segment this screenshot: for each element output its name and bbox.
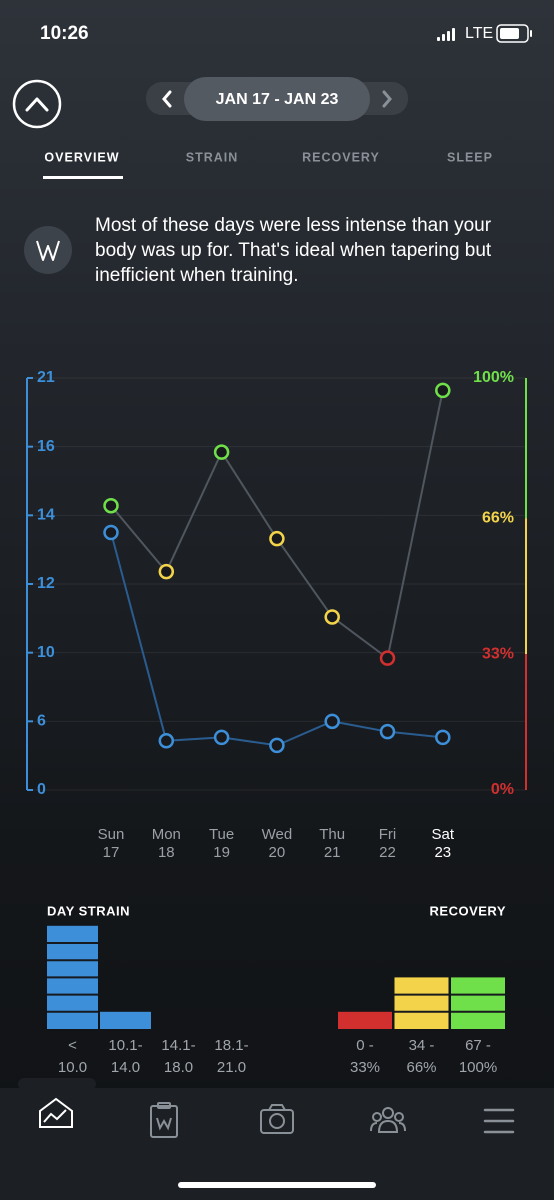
bin-label: 10.0 (58, 1059, 87, 1076)
data-point (158, 733, 175, 749)
bin-label: 21.0 (217, 1059, 246, 1076)
histogram-title: RECOVERY (430, 903, 506, 918)
y2-tick-label: 100% (473, 369, 514, 386)
status-time: 10:26 (40, 23, 89, 44)
data-point (103, 497, 119, 514)
bar (394, 977, 449, 1029)
y2-tick-label: 66% (482, 509, 514, 526)
x-tick-date: 18 (158, 844, 175, 861)
bar (451, 977, 505, 1029)
signal-icon (437, 28, 455, 41)
x-tick-day: Tue (209, 826, 234, 843)
data-point (269, 737, 285, 754)
x-tick-date: 17 (103, 844, 120, 861)
bin-label: 66% (406, 1059, 436, 1076)
x-tick-date: 20 (269, 844, 286, 861)
prev-week-button[interactable] (162, 90, 172, 108)
y2-tick-label: 33% (482, 645, 514, 662)
collapse-button[interactable] (12, 79, 62, 129)
y2-tick-label: 0% (491, 781, 514, 798)
x-tick-date: 22 (379, 844, 396, 861)
data-point (435, 382, 451, 399)
status-network: LTE (465, 25, 493, 42)
tab[interactable]: SLEEP (447, 150, 493, 164)
bin-label: 34 - (409, 1037, 435, 1054)
x-tick-day: Sat (432, 826, 455, 843)
x-tick-date: 23 (434, 844, 451, 861)
y-tick-label: 0 (37, 781, 46, 798)
tab[interactable]: RECOVERY (302, 150, 380, 164)
nav-teams[interactable] (370, 1107, 406, 1133)
data-point (324, 713, 340, 730)
bottom-nav (0, 1088, 554, 1200)
bin-label: 67 - (465, 1037, 491, 1054)
nav-active-notch (18, 1078, 96, 1090)
data-point (269, 530, 285, 547)
coach-icon (24, 226, 72, 274)
data-point (213, 444, 230, 460)
x-tick-day: Thu (319, 826, 345, 843)
next-week-button[interactable] (382, 90, 392, 108)
nav-menu[interactable] (483, 1108, 515, 1134)
bin-label: 18.0 (164, 1059, 193, 1076)
series-line (110, 390, 444, 660)
tab[interactable]: STRAIN (186, 150, 239, 164)
y-tick-label: 10 (37, 644, 55, 661)
bar (338, 1011, 392, 1029)
bin-label: 33% (350, 1059, 380, 1076)
y-tick-label: 14 (37, 507, 55, 524)
x-tick-date: 21 (324, 844, 341, 861)
data-point (158, 563, 175, 580)
home-indicator (178, 1182, 376, 1188)
data-point (379, 723, 396, 740)
bin-label: 18.1- (214, 1037, 248, 1054)
y-tick-label: 16 (37, 438, 55, 455)
data-point (103, 524, 119, 541)
date-range: JAN 17 - JAN 23 (216, 91, 339, 108)
date-pill[interactable] (184, 77, 370, 121)
battery-icon (496, 24, 532, 43)
tab-underline (43, 176, 123, 179)
y-tick-label: 12 (37, 575, 55, 592)
bin-label: < (68, 1037, 77, 1054)
bin-label: 100% (459, 1059, 497, 1076)
x-tick-date: 19 (213, 844, 230, 861)
bar (100, 1011, 151, 1029)
tab[interactable]: OVERVIEW (44, 150, 119, 164)
x-tick-day: Sun (98, 826, 125, 843)
bin-label: 14.1- (161, 1037, 195, 1054)
x-tick-day: Mon (152, 826, 181, 843)
bin-label: 14.0 (111, 1059, 140, 1076)
y-tick-label: 6 (37, 713, 46, 730)
y-tick-label: 21 (37, 369, 55, 386)
coach-message: Most of these days were less intense tha… (95, 215, 492, 286)
nav-home[interactable] (39, 1097, 73, 1128)
bin-label: 10.1- (108, 1037, 142, 1054)
nav-journal[interactable] (150, 1102, 178, 1138)
data-point (324, 609, 340, 625)
bin-label: 0 - (356, 1037, 374, 1054)
nav-camera[interactable] (260, 1104, 294, 1134)
histogram-title: DAY STRAIN (47, 903, 130, 918)
x-tick-day: Wed (262, 826, 293, 843)
data-point (435, 729, 451, 746)
data-point (379, 650, 396, 666)
data-point (213, 729, 230, 746)
x-tick-day: Fri (379, 826, 397, 843)
